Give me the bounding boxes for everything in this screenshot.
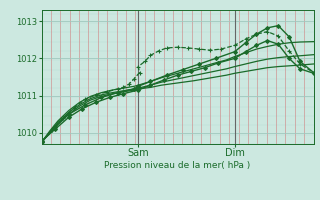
- X-axis label: Pression niveau de la mer( hPa ): Pression niveau de la mer( hPa ): [104, 161, 251, 170]
